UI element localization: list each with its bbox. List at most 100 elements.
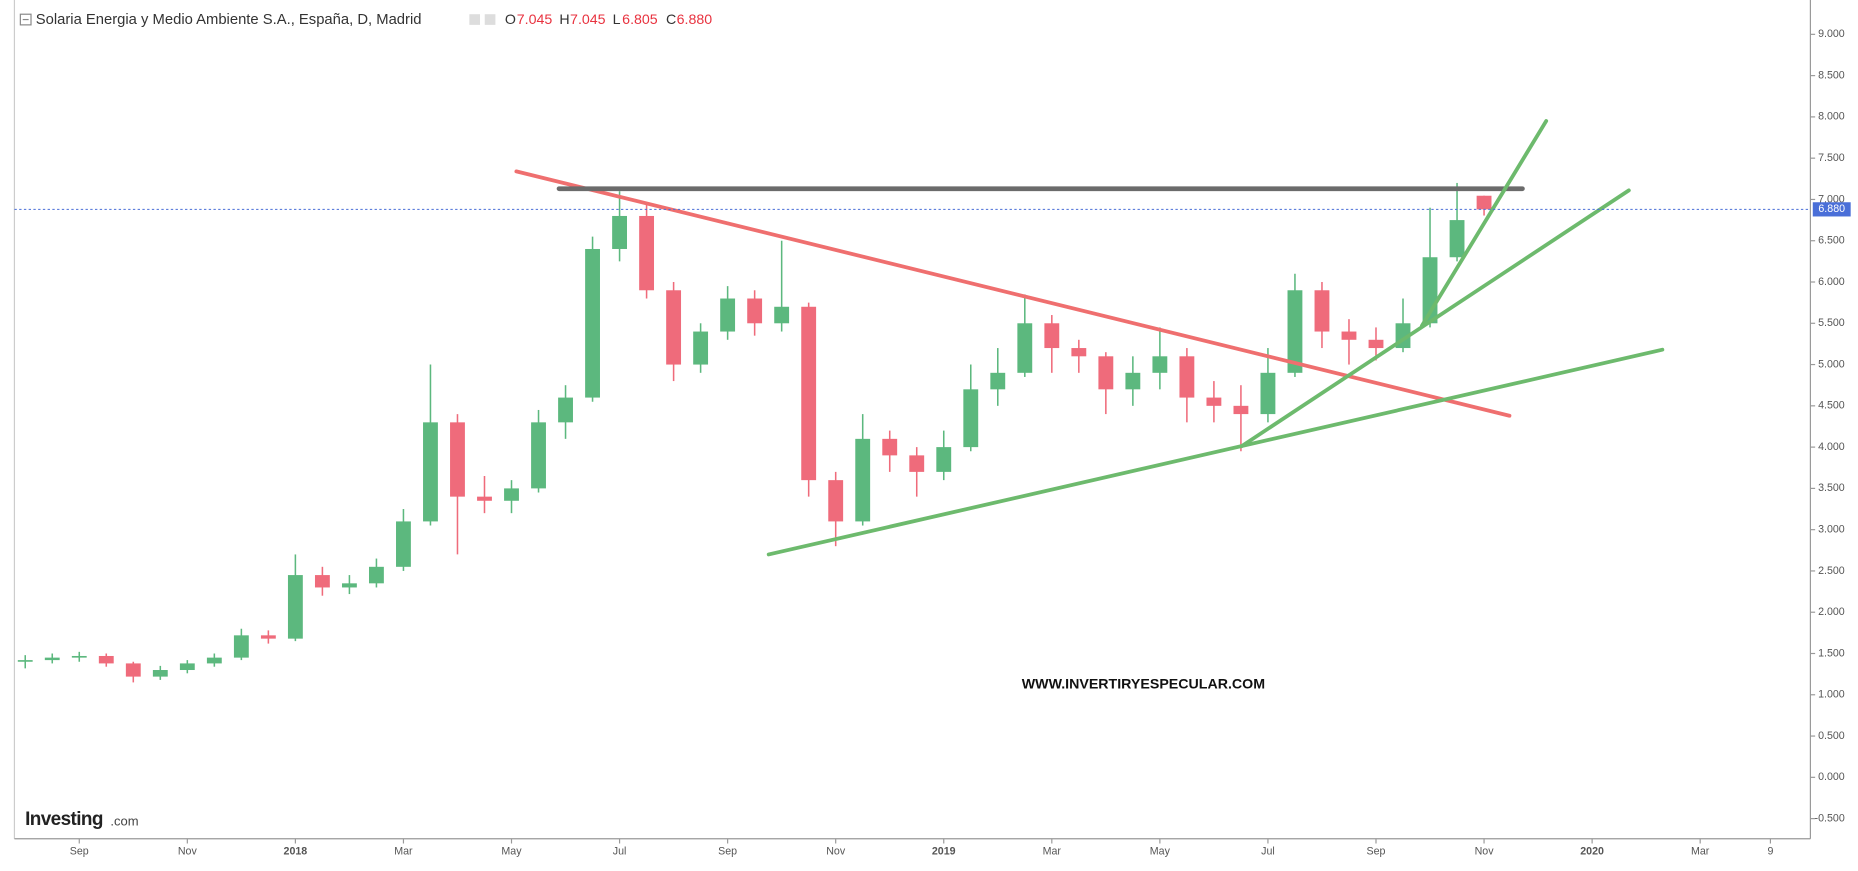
candle-body (260, 635, 276, 639)
ohlc-value: 7.045 (517, 12, 553, 28)
y-tick-label: -0.500 (1815, 812, 1845, 824)
x-tick-label: Mar (1043, 846, 1062, 858)
candle-body (1152, 356, 1168, 373)
candle-body (423, 422, 438, 522)
candle-body (774, 306, 790, 324)
candle-body (369, 566, 384, 584)
candle-body (1206, 397, 1222, 406)
y-tick-label: 5.500 (1818, 317, 1845, 329)
y-tick-label: 1.000 (1818, 689, 1845, 701)
x-tick-label: May (1150, 846, 1171, 858)
y-tick-label: 2.500 (1818, 565, 1845, 577)
y-tick-label: 6.000 (1818, 276, 1845, 288)
candle-body (909, 455, 925, 472)
candle-body (882, 438, 898, 456)
y-tick-label: 0.500 (1818, 730, 1845, 742)
chart-title: Solaria Energia y Medio Ambiente S.A., E… (36, 12, 422, 28)
candle-body (558, 397, 573, 423)
candle-body (1449, 220, 1465, 258)
logo-suffix: .com (110, 814, 138, 829)
candle-body (44, 657, 60, 661)
x-tick-label: Mar (394, 846, 413, 858)
candle-body (990, 372, 1006, 390)
settings-icon[interactable] (469, 14, 481, 25)
x-tick-label: Nov (1475, 846, 1495, 858)
y-tick-label: 3.500 (1818, 482, 1845, 494)
y-tick-label: 7.500 (1818, 152, 1845, 164)
watermark: WWW.INVERTIRYESPECULAR.COM (1022, 676, 1265, 692)
settings-icon[interactable] (484, 14, 496, 25)
x-tick-label: Jul (613, 846, 627, 858)
ohlc-letter: L (613, 12, 621, 28)
price-tag (1812, 202, 1851, 217)
candle-body (17, 660, 33, 662)
candle-body (720, 298, 736, 332)
ohlc-letter: O (505, 12, 516, 28)
y-tick-label: 1.500 (1818, 647, 1845, 659)
y-tick-label: 5.000 (1818, 358, 1845, 370)
y-tick-label: 3.000 (1818, 523, 1845, 535)
ohlc-value: 6.880 (677, 12, 713, 28)
candle-body (963, 389, 979, 448)
candle-body (206, 657, 222, 664)
candle-body (531, 422, 546, 489)
candle-body (747, 298, 763, 324)
candle-body (1341, 331, 1357, 340)
x-tick-label: Sep (70, 846, 89, 858)
candle-body (125, 663, 141, 677)
candle-body (1017, 323, 1033, 373)
x-tick-label: Nov (178, 846, 198, 858)
candle-body (396, 521, 411, 567)
candle-body (1314, 290, 1330, 332)
x-tick-label: 9 (1767, 846, 1773, 858)
candle-body (1260, 372, 1276, 415)
candle-body (287, 575, 303, 639)
candle-body (504, 488, 519, 501)
candle-body (936, 447, 952, 472)
candle-body (152, 670, 168, 677)
candle-body (1368, 339, 1384, 349)
trendline (1239, 188, 1631, 449)
candle-body (71, 655, 87, 658)
candle-body (1044, 323, 1060, 349)
ohlc-value: 7.045 (570, 12, 606, 28)
candle-body (477, 496, 492, 501)
candle-body (179, 663, 195, 671)
y-tick-label: 9.000 (1818, 28, 1845, 40)
x-tick-label: Sep (718, 846, 737, 858)
candle-body (1233, 405, 1249, 415)
y-tick-label: 8.000 (1818, 111, 1845, 123)
x-tick-label: Sep (1367, 846, 1386, 858)
candle-body (666, 290, 682, 365)
candle-body (1098, 356, 1114, 390)
candle-body (585, 248, 600, 398)
candle-body (1125, 372, 1141, 390)
x-tick-label: Mar (1691, 846, 1710, 858)
candle-body (828, 480, 844, 522)
x-tick-label: 2019 (932, 846, 956, 858)
trendline (514, 169, 1512, 418)
collapse-icon[interactable] (19, 13, 32, 26)
candle-body (233, 635, 249, 658)
x-tick-label: 2020 (1580, 846, 1604, 858)
trendline (766, 347, 1665, 557)
candle-body (450, 422, 465, 497)
y-tick-label: 6.500 (1818, 235, 1845, 247)
candle-body (98, 655, 114, 664)
candle-body (801, 306, 817, 481)
y-tick-label: 8.500 (1818, 69, 1845, 81)
x-tick-label: Jul (1261, 846, 1275, 858)
candle-body (1179, 356, 1195, 398)
candle-body (639, 215, 655, 291)
y-tick-label: 4.500 (1818, 400, 1845, 412)
ohlc-letter: C (666, 12, 676, 28)
candle-body (612, 215, 627, 249)
logo: Investing (25, 809, 103, 830)
y-tick-label: 4.000 (1818, 441, 1845, 453)
candle-body (341, 583, 357, 588)
trendline (1420, 119, 1549, 328)
candle-body (1287, 290, 1303, 373)
x-tick-label: May (501, 846, 522, 858)
